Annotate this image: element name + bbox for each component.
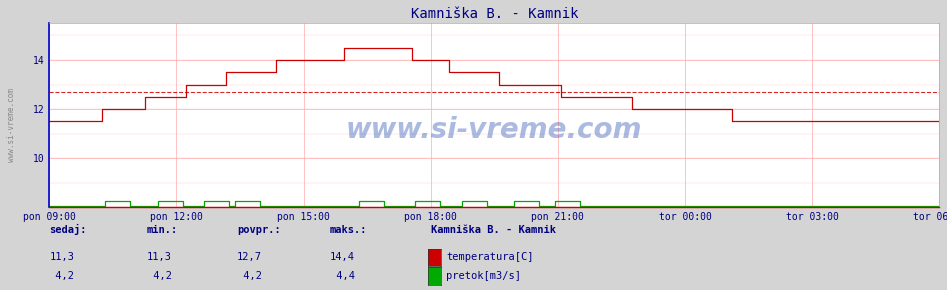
Text: 14,4: 14,4 <box>330 251 354 262</box>
Text: maks.:: maks.: <box>330 225 367 235</box>
Text: www.si-vreme.com: www.si-vreme.com <box>7 88 16 162</box>
Text: 11,3: 11,3 <box>147 251 171 262</box>
Text: 4,2: 4,2 <box>237 271 261 281</box>
Text: min.:: min.: <box>147 225 178 235</box>
Text: 11,3: 11,3 <box>49 251 74 262</box>
Text: pretok[m3/s]: pretok[m3/s] <box>446 271 521 281</box>
Text: sedaj:: sedaj: <box>49 224 87 235</box>
Text: Kamniška B. - Kamnik: Kamniška B. - Kamnik <box>431 225 556 235</box>
Text: 4,4: 4,4 <box>330 271 354 281</box>
Text: www.si-vreme.com: www.si-vreme.com <box>346 116 643 144</box>
Text: 4,2: 4,2 <box>49 271 74 281</box>
Text: 12,7: 12,7 <box>237 251 261 262</box>
Text: povpr.:: povpr.: <box>237 225 280 235</box>
Text: 4,2: 4,2 <box>147 271 171 281</box>
Text: temperatura[C]: temperatura[C] <box>446 251 533 262</box>
Title: Kamniška B. - Kamnik: Kamniška B. - Kamnik <box>411 7 578 21</box>
